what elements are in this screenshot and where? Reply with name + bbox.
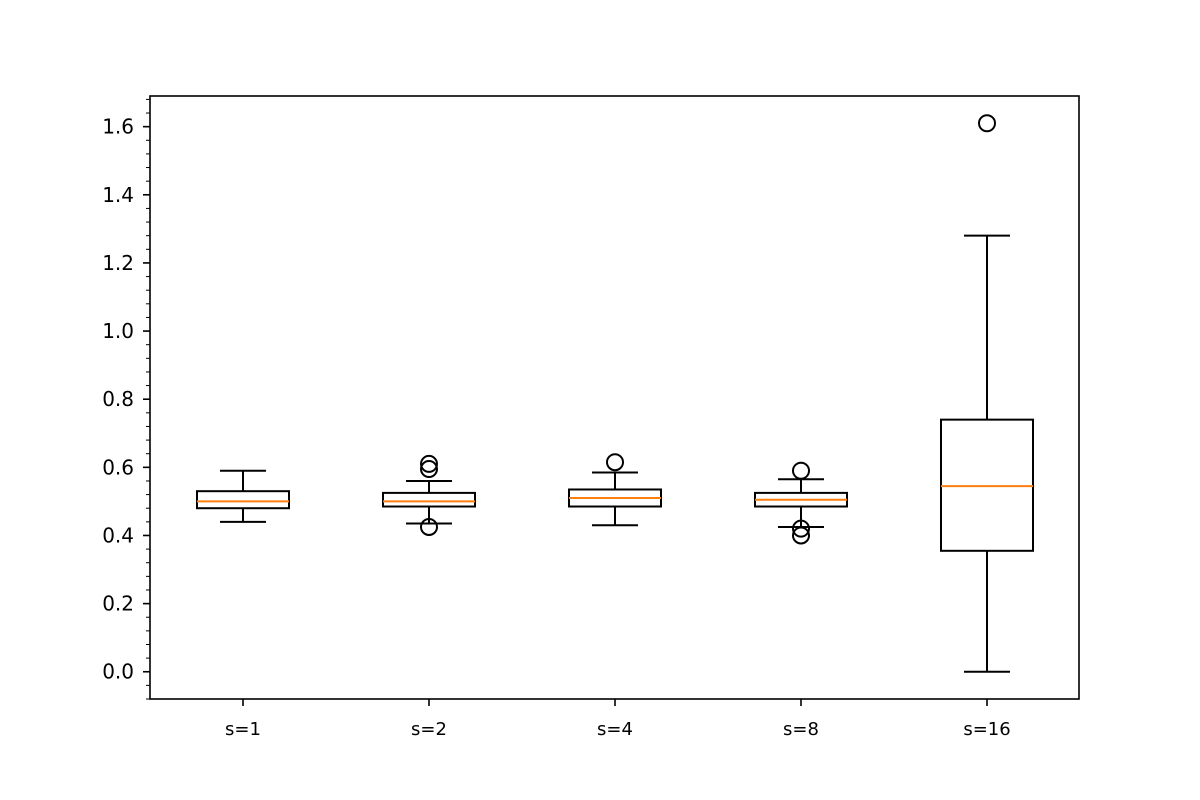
y-tick-label: 1.4 (102, 183, 134, 207)
outlier-point (606, 453, 624, 472)
y-tick-label: 0.0 (102, 660, 134, 684)
box-s=2 (382, 454, 476, 536)
boxes-layer (196, 114, 1034, 673)
y-tick-label: 0.2 (102, 592, 134, 616)
y-tick-label: 0.6 (102, 455, 134, 479)
outlier-point (420, 460, 438, 479)
plot-frame (149, 95, 1080, 700)
outlier-point (420, 454, 438, 473)
x-tick-label: s=8 (783, 719, 819, 740)
x-tick-label: s=16 (963, 719, 1010, 740)
iqr-box (196, 490, 290, 510)
box-s=8 (754, 461, 848, 545)
x-tick-label: s=4 (597, 719, 633, 740)
outlier-point (792, 519, 810, 538)
y-tick-label: 1.6 (102, 115, 134, 139)
x-axis: s=1 s=2 s=4 s=8 s=16 (225, 699, 1011, 740)
iqr-box (382, 491, 476, 508)
x-tick-label: s=2 (411, 719, 447, 740)
y-tick-label: 0.8 (102, 387, 134, 411)
box-s=1 (196, 469, 290, 523)
x-tick-label: s=1 (225, 719, 261, 740)
outlier-point (978, 114, 996, 133)
y-tick-label: 1.0 (102, 319, 134, 343)
outlier-point (420, 517, 438, 536)
y-axis: 0.0 0.2 0.4 0.6 0.8 1.0 1.2 1.4 1.6 (102, 98, 150, 700)
box-s=4 (568, 453, 662, 527)
outlier-point (792, 461, 810, 480)
box-s=16 (940, 114, 1034, 673)
outlier-point (792, 526, 810, 545)
y-tick-label: 1.2 (102, 251, 134, 275)
y-tick-label: 0.4 (102, 523, 134, 547)
